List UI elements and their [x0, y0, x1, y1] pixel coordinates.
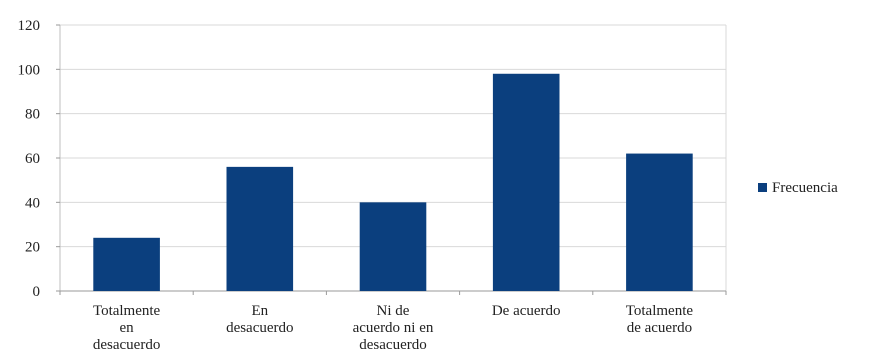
x-category-labels: Totalmente en desacuerdo En desacuerdo Ni de a… [93, 303, 694, 353]
y-tick-label: 80 [25, 107, 40, 123]
x-category-label: Ni de acuerdo ni en desacuerdo [353, 303, 434, 353]
y-tick-label: 60 [25, 151, 40, 167]
y-tick-label: 100 [18, 62, 41, 78]
y-tick-label: 40 [25, 195, 40, 211]
legend-swatch [758, 183, 767, 192]
bars [93, 73, 693, 292]
y-tick-label: 120 [18, 18, 41, 34]
bar [626, 153, 693, 291]
bar [492, 73, 560, 292]
bar [359, 202, 427, 291]
y-tick-labels: 0 20 40 60 80 100 120 [18, 18, 41, 300]
gridlines [60, 24, 726, 248]
bar [226, 166, 294, 291]
x-category-label: De acuerdo [492, 303, 561, 319]
bar [93, 237, 160, 291]
y-tick-label: 20 [25, 240, 40, 256]
x-category-label: Totalmente en desacuerdo [93, 303, 161, 353]
x-category-label: En desacuerdo [226, 303, 293, 336]
y-tick-label: 0 [33, 284, 41, 300]
x-category-label: Totalmente de acuerdo [626, 303, 694, 336]
legend-label: Frecuencia [772, 180, 838, 196]
legend: Frecuencia [758, 180, 838, 196]
